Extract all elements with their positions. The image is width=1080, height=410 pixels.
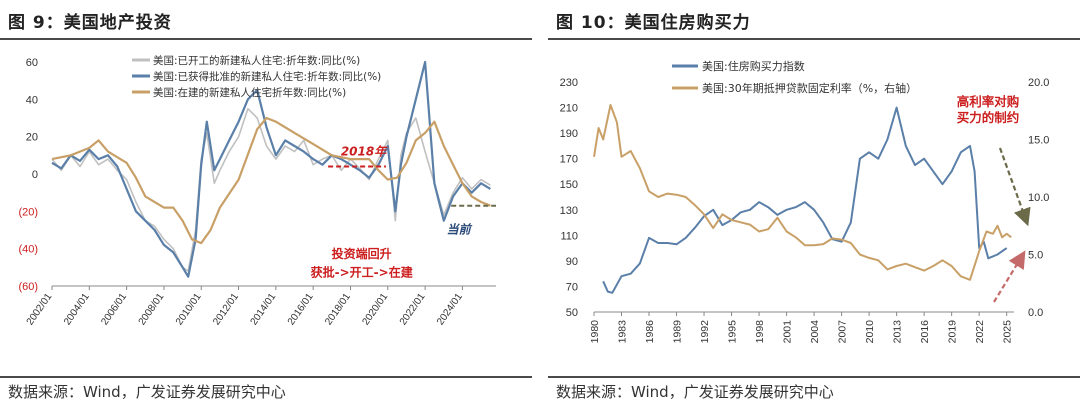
- x-tick-label: 2016: [919, 320, 931, 344]
- title-divider: [548, 38, 1080, 40]
- source-note: 数据来源：Wind，广发证券发展研究中心: [556, 383, 834, 401]
- y-tick-label: 40: [26, 94, 38, 106]
- y-tick-label-left: 230: [560, 77, 578, 89]
- x-tick-label: 1998: [754, 320, 766, 344]
- x-tick-label: 2010: [864, 320, 876, 344]
- x-tick-label: 2002/01: [25, 291, 55, 327]
- x-tick-label: 2013: [892, 320, 904, 344]
- x-tick-label: 2018/01: [323, 291, 353, 327]
- x-tick-label: 2020/01: [361, 291, 391, 327]
- chart-canvas-right: 230 210 190 170 150 130 110 90 70 50 20.0 15.0 10.0 5…: [560, 59, 1050, 344]
- x-tick-label: 2007: [837, 320, 849, 344]
- y-tick-label: 20: [26, 132, 38, 144]
- y-tick-label-left: 170: [560, 154, 578, 166]
- x-tick-label: 2008/01: [137, 291, 167, 327]
- y-tick-label: (20): [18, 206, 38, 218]
- x-tick-label: 2016/01: [286, 291, 316, 327]
- chart-canvas-left: 60 40 20 0 (20) (40) (60)2002/01 2004/01 2006/01…: [18, 54, 496, 327]
- legend-label: 美国:30年期抵押贷款固定利率（%，右轴）: [702, 81, 917, 95]
- x-tick-label: 2006/01: [99, 291, 129, 327]
- y-tick-label-right: 5.0: [1028, 250, 1043, 262]
- y-tick-label-right: 10.0: [1028, 192, 1049, 204]
- chart-panel-left: 图 9：美国地产投资 60 40 20 0 (20) (40) (60) 2002/01 200…: [0, 0, 532, 410]
- x-tick-label: 2014/01: [249, 291, 279, 327]
- y-tick-label-left: 110: [560, 230, 578, 242]
- series-line: [602, 106, 1008, 294]
- series-line: [51, 116, 491, 245]
- annotation-label: 高利率对购: [957, 94, 1020, 109]
- annotation-arrow: [993, 250, 1026, 303]
- legend-label: 美国:已开工的新建私人住宅:折年数:同比(%): [153, 54, 360, 67]
- annotation-label: 当前: [447, 223, 473, 237]
- y-tick-label: (60): [18, 281, 38, 293]
- x-tick-label: 2001: [782, 320, 794, 344]
- series-line: [51, 107, 491, 272]
- x-tick-label: 2022/01: [398, 291, 428, 327]
- y-tick-label-right: 15.0: [1028, 135, 1049, 147]
- annotation-label: 买力的制约: [957, 110, 1020, 125]
- x-tick-label: 2022: [974, 320, 986, 344]
- x-tick-label: 1983: [617, 320, 629, 344]
- chart-panel-right: 图 10：美国住房购买力 230 210 190 170 150 130 110 90 70 50…: [548, 0, 1080, 410]
- y-tick-label-right: 20.0: [1028, 77, 1049, 89]
- legend-label: 美国:在建的新建私人住宅折年数:同比(%): [153, 86, 346, 99]
- y-tick-label-left: 190: [560, 128, 578, 140]
- y-tick-label-left: 50: [566, 307, 578, 319]
- legend-label: 美国:已获得批准的新建私人住宅:折年数:同比(%): [153, 70, 381, 83]
- source-divider: [0, 376, 532, 378]
- y-tick-label-left: 130: [560, 205, 578, 217]
- y-tick-label-left: 70: [566, 281, 578, 293]
- series-line: [51, 60, 491, 278]
- annotation-label: 获批->开工->在建: [310, 265, 414, 280]
- source-divider: [548, 376, 1080, 378]
- x-tick-label: 1980: [589, 320, 601, 344]
- source-note: 数据来源：Wind，广发证券发展研究中心: [8, 383, 286, 401]
- annotation-label: 2018年: [341, 144, 388, 158]
- chart-title: 图 10：美国住房购买力: [556, 13, 751, 33]
- x-tick-label: 2010/01: [174, 291, 204, 327]
- x-tick-label: 2012/01: [211, 291, 241, 327]
- y-tick-label: 60: [26, 57, 38, 69]
- x-tick-label: 1995: [727, 320, 739, 344]
- x-tick-label: 1989: [672, 320, 684, 344]
- x-tick-label: 2004/01: [62, 291, 92, 327]
- series-line: [593, 104, 1012, 281]
- y-tick-label-right: 0.0: [1028, 307, 1043, 319]
- y-tick-label-left: 90: [566, 256, 578, 268]
- x-tick-label: 2019: [947, 320, 959, 344]
- chart-title: 图 9：美国地产投资: [8, 13, 172, 33]
- y-tick-label-left: 150: [560, 179, 578, 191]
- legend-label: 美国:住房购买力指数: [702, 59, 805, 73]
- y-tick-label: (40): [18, 244, 38, 256]
- title-divider: [0, 38, 532, 40]
- x-tick-label: 2025: [1002, 320, 1014, 344]
- x-tick-label: 2024/01: [435, 291, 465, 327]
- annotation-arrow: [998, 147, 1031, 227]
- y-tick-label-left: 210: [560, 103, 578, 115]
- x-tick-label: 1992: [699, 320, 711, 344]
- annotation-label: 投资端回升: [332, 246, 392, 261]
- x-tick-label: 1986: [644, 320, 656, 344]
- x-tick-label: 2004: [809, 320, 821, 344]
- y-tick-label: 0: [32, 169, 38, 181]
